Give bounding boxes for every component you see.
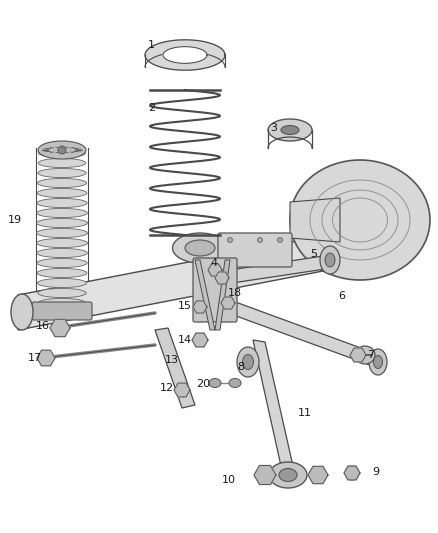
Ellipse shape [38,158,86,167]
Text: 10: 10 [222,475,236,485]
Text: 4: 4 [210,258,217,268]
Ellipse shape [36,238,88,248]
FancyBboxPatch shape [193,258,237,322]
Ellipse shape [36,229,88,238]
Polygon shape [193,301,207,313]
Ellipse shape [374,356,382,368]
FancyBboxPatch shape [32,302,92,320]
Ellipse shape [39,148,85,158]
Text: 15: 15 [178,301,192,311]
Ellipse shape [278,238,283,243]
Text: 12: 12 [160,383,174,393]
Text: 16: 16 [36,321,50,331]
Ellipse shape [227,238,233,243]
Ellipse shape [38,298,86,308]
Polygon shape [18,225,380,330]
Polygon shape [221,297,235,309]
Ellipse shape [268,119,312,141]
Polygon shape [192,333,208,347]
Ellipse shape [237,347,259,377]
Text: 17: 17 [28,353,42,363]
Ellipse shape [37,198,87,207]
Polygon shape [50,319,70,337]
Polygon shape [215,260,230,330]
Ellipse shape [290,160,430,280]
Text: 18: 18 [228,288,242,298]
Polygon shape [230,255,332,283]
Ellipse shape [243,354,254,369]
Text: 14: 14 [178,335,192,345]
Polygon shape [253,340,295,475]
Ellipse shape [325,253,335,267]
Ellipse shape [37,208,87,217]
Ellipse shape [37,278,87,288]
Ellipse shape [355,346,375,364]
Text: 2: 2 [148,103,155,113]
Text: 1: 1 [148,40,155,50]
Polygon shape [215,272,229,284]
Ellipse shape [38,168,86,177]
Ellipse shape [209,378,221,387]
Polygon shape [208,264,222,276]
Ellipse shape [36,219,88,228]
Polygon shape [174,383,190,397]
Ellipse shape [229,378,241,387]
Polygon shape [163,47,207,63]
Text: 6: 6 [338,291,345,301]
Polygon shape [37,350,55,366]
Polygon shape [308,466,328,483]
Polygon shape [254,465,276,484]
Ellipse shape [37,179,87,188]
Polygon shape [228,300,380,368]
Polygon shape [155,328,195,408]
Text: 11: 11 [298,408,312,418]
Ellipse shape [11,294,33,330]
Ellipse shape [37,259,87,268]
Polygon shape [195,260,215,330]
Ellipse shape [369,349,387,375]
Text: 13: 13 [165,355,179,365]
Ellipse shape [37,269,87,278]
Ellipse shape [38,288,86,297]
Text: 7: 7 [367,350,374,360]
Ellipse shape [58,146,66,154]
Ellipse shape [320,246,340,274]
Ellipse shape [173,233,227,263]
Ellipse shape [37,248,87,257]
Ellipse shape [345,466,359,480]
Ellipse shape [269,462,307,488]
Polygon shape [344,466,360,480]
Ellipse shape [37,188,87,198]
FancyBboxPatch shape [218,233,292,267]
Text: 19: 19 [8,215,22,225]
Polygon shape [290,198,340,242]
Ellipse shape [38,141,86,159]
Text: 8: 8 [237,362,244,372]
Ellipse shape [279,469,297,481]
Ellipse shape [258,238,262,243]
Ellipse shape [281,125,299,134]
Polygon shape [350,348,366,362]
Ellipse shape [185,240,215,256]
Text: 9: 9 [372,467,379,477]
Text: 5: 5 [310,249,317,259]
Text: 3: 3 [270,123,277,133]
Polygon shape [145,40,225,70]
Text: 20: 20 [196,379,210,389]
